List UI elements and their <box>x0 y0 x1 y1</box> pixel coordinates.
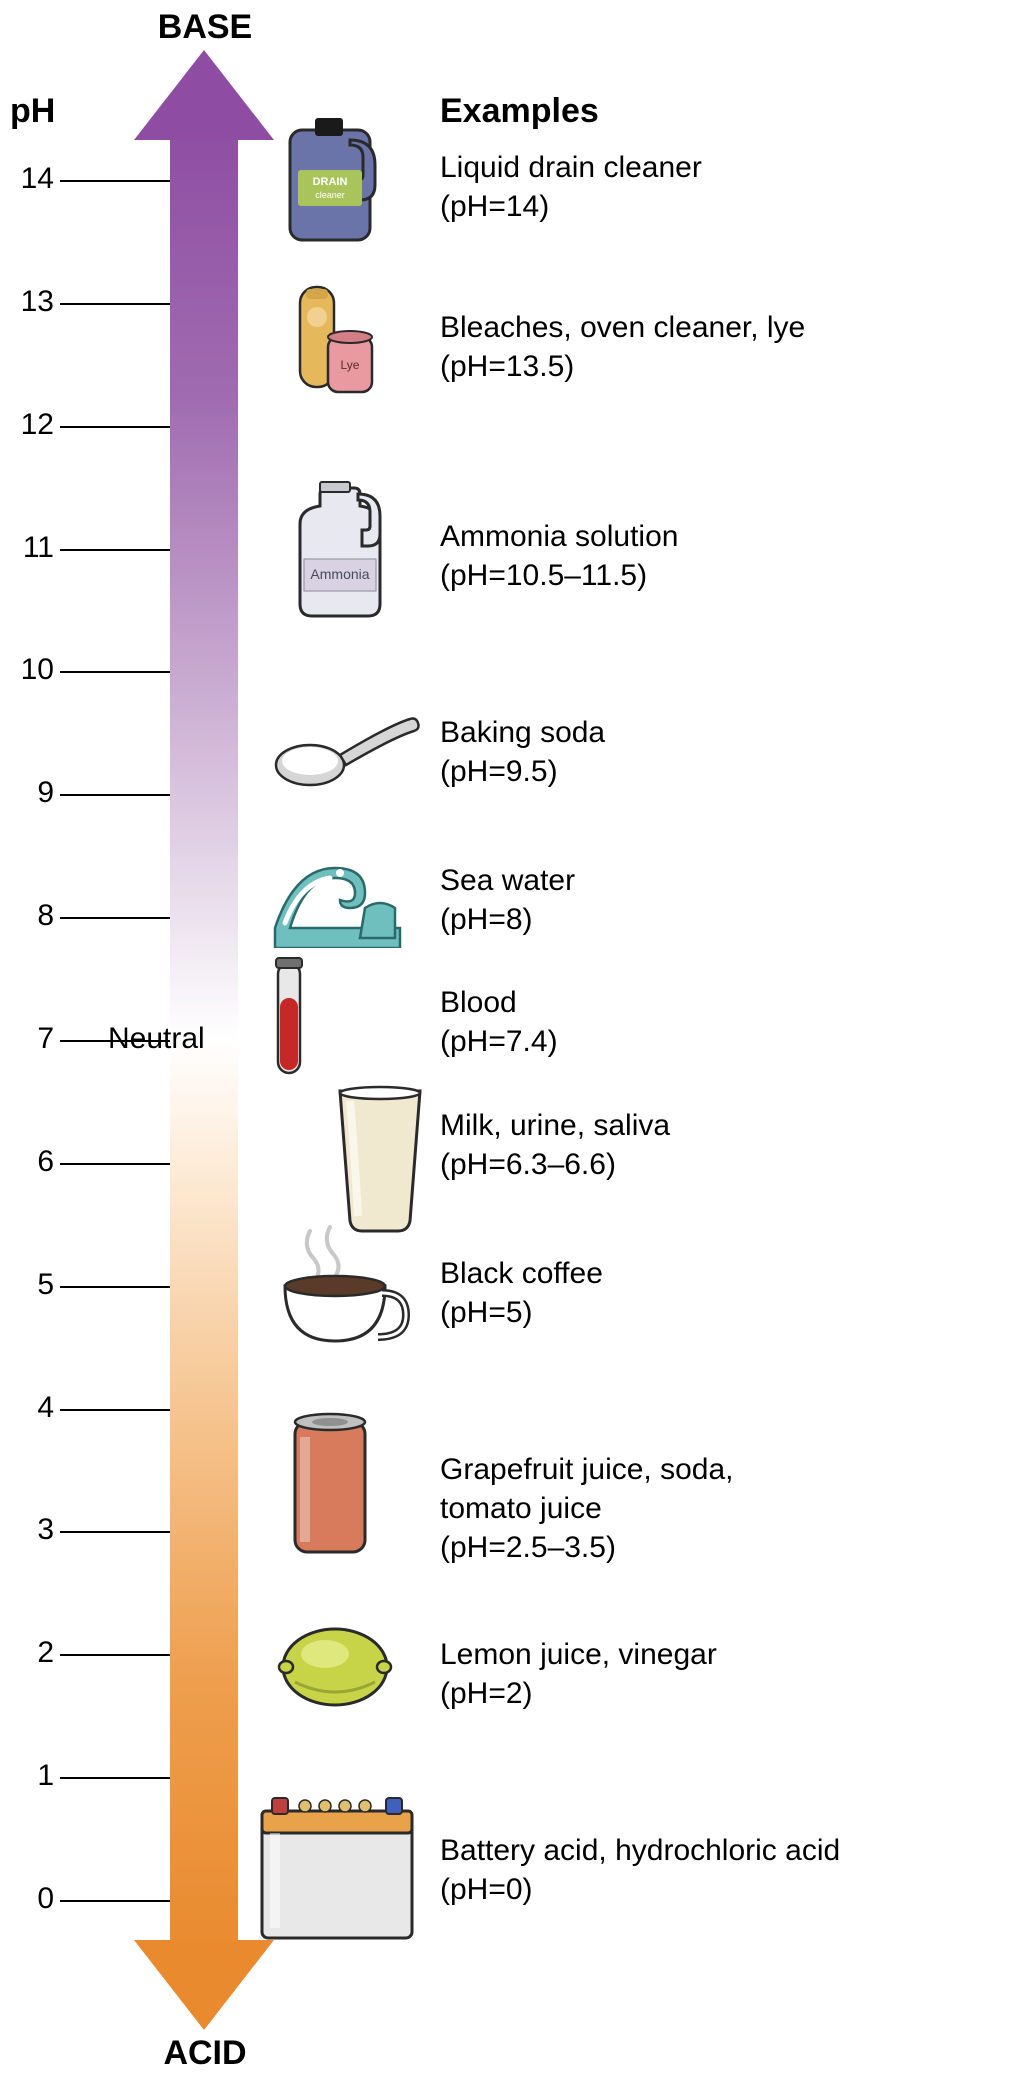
example-label: Lemon juice, vinegar <box>440 1635 1000 1674</box>
tick-label: 14 <box>6 162 54 196</box>
spoon-icon <box>270 695 430 795</box>
arrow-head-base <box>134 50 274 140</box>
lemon-icon <box>270 1612 400 1722</box>
example-entry: Ammonia solution(pH=10.5–11.5) <box>440 517 1000 595</box>
acid-label: ACID <box>140 2034 270 2073</box>
example-entry: Sea water(pH=8) <box>440 861 1000 939</box>
tick-label: 6 <box>6 1145 54 1179</box>
milk-icon <box>320 1076 440 1241</box>
lye-icon <box>270 277 390 402</box>
example-entry: Baking soda(pH=9.5) <box>440 713 1000 791</box>
tick-label: 10 <box>6 653 54 687</box>
ammonia-icon <box>270 464 410 634</box>
tick-label: 9 <box>6 776 54 810</box>
example-label: Sea water <box>440 861 1000 900</box>
tick-mark <box>60 1163 170 1165</box>
tick-label: 5 <box>6 1268 54 1302</box>
tick-mark <box>60 549 170 551</box>
tick-mark <box>60 1654 170 1656</box>
tick-label: 4 <box>6 1391 54 1425</box>
tick-label: 0 <box>6 1882 54 1916</box>
example-label: Black coffee <box>440 1254 1000 1293</box>
tick-mark <box>60 180 170 182</box>
example-entry: Grapefruit juice, soda, tomato juice(pH=… <box>440 1450 1000 1567</box>
example-entry: Lemon juice, vinegar(pH=2) <box>440 1635 1000 1713</box>
tick-label: 3 <box>6 1513 54 1547</box>
example-ph: (pH=2.5–3.5) <box>440 1528 1000 1567</box>
example-ph: (pH=13.5) <box>440 347 1000 386</box>
example-label: Ammonia solution <box>440 517 1000 556</box>
tick-mark <box>60 426 170 428</box>
tick-label: 7 <box>6 1022 54 1056</box>
base-label: BASE <box>140 8 270 47</box>
example-ph: (pH=10.5–11.5) <box>440 556 1000 595</box>
drain-icon <box>270 100 400 260</box>
example-ph: (pH=8) <box>440 900 1000 939</box>
example-ph: (pH=2) <box>440 1674 1000 1713</box>
example-ph: (pH=0) <box>440 1870 1000 1909</box>
tick-label: 13 <box>6 285 54 319</box>
tick-label: 8 <box>6 899 54 933</box>
example-entry: Black coffee(pH=5) <box>440 1254 1000 1332</box>
example-ph: (pH=9.5) <box>440 752 1000 791</box>
example-ph: (pH=5) <box>440 1293 1000 1332</box>
example-label: Battery acid, hydrochloric acid <box>440 1831 1000 1870</box>
example-label: Baking soda <box>440 713 1000 752</box>
tick-label: 11 <box>6 531 54 565</box>
tick-mark <box>60 1286 170 1288</box>
tick-mark <box>60 671 170 673</box>
tick-mark <box>60 1531 170 1533</box>
arrow-head-acid <box>134 1940 274 2030</box>
tick-mark <box>60 917 170 919</box>
example-entry: Bleaches, oven cleaner, lye(pH=13.5) <box>440 308 1000 386</box>
tick-label: 12 <box>6 408 54 442</box>
example-ph: (pH=7.4) <box>440 1022 1000 1061</box>
example-label: Grapefruit juice, soda, tomato juice <box>440 1450 1000 1528</box>
example-label: Liquid drain cleaner <box>440 148 1000 187</box>
blood-icon <box>260 948 320 1083</box>
example-ph: (pH=6.3–6.6) <box>440 1145 1000 1184</box>
example-entry: Blood(pH=7.4) <box>440 983 1000 1061</box>
tick-mark <box>60 1900 170 1902</box>
example-ph: (pH=14) <box>440 187 1000 226</box>
tick-label: 1 <box>6 1759 54 1793</box>
neutral-label: Neutral <box>108 1022 205 1056</box>
wave-icon <box>270 838 410 948</box>
example-label: Blood <box>440 983 1000 1022</box>
example-entry: Battery acid, hydrochloric acid(pH=0) <box>440 1831 1000 1909</box>
tick-mark <box>60 794 170 796</box>
example-entry: Milk, urine, saliva(pH=6.3–6.6) <box>440 1106 1000 1184</box>
example-entry: Liquid drain cleaner(pH=14) <box>440 148 1000 226</box>
example-label: Milk, urine, saliva <box>440 1106 1000 1145</box>
examples-header: Examples <box>440 92 599 131</box>
ph-header: pH <box>10 92 55 131</box>
tick-mark <box>60 1409 170 1411</box>
tick-mark <box>60 303 170 305</box>
tick-label: 2 <box>6 1636 54 1670</box>
soda-icon <box>270 1402 390 1562</box>
coffee-icon <box>270 1221 420 1351</box>
battery-icon <box>250 1778 425 1948</box>
example-label: Bleaches, oven cleaner, lye <box>440 308 1000 347</box>
tick-mark <box>60 1777 170 1779</box>
